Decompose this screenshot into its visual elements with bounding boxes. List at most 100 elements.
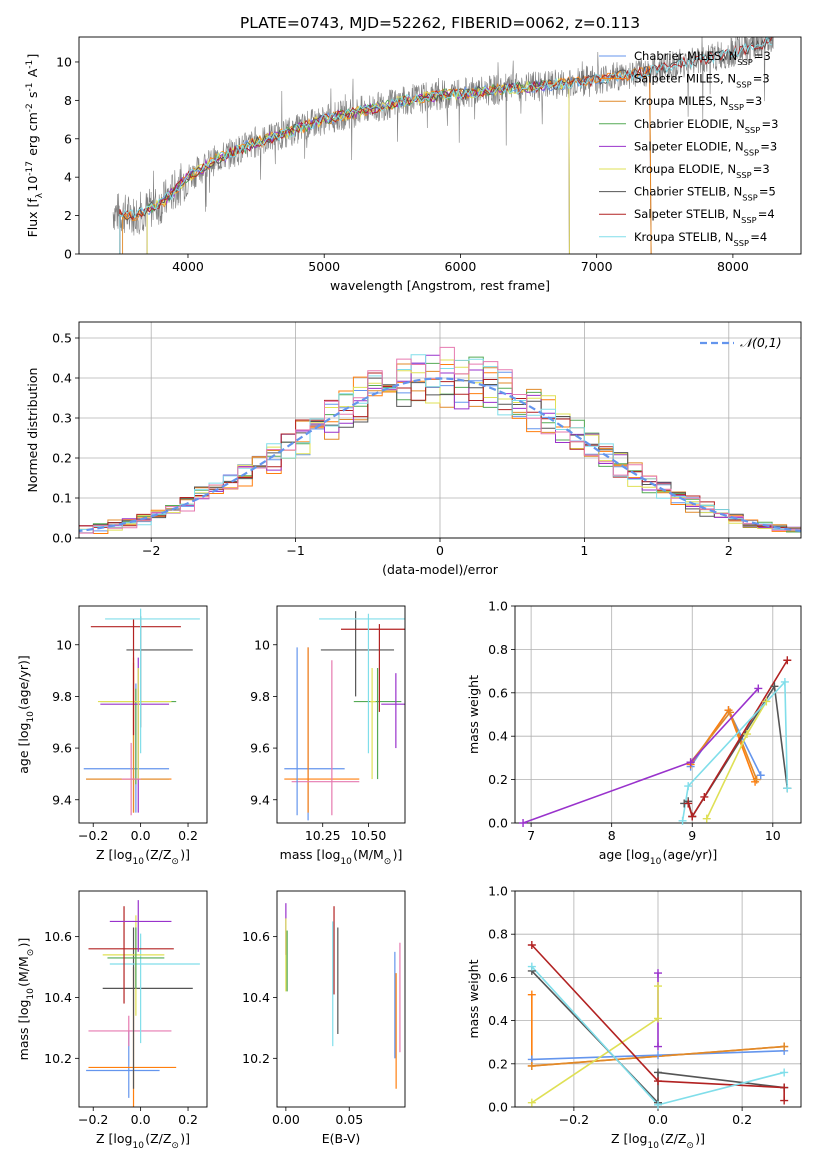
- y-axis-label: mass weight: [466, 675, 481, 754]
- x-axis-label: wavelength [Angstrom, rest frame]: [330, 278, 550, 293]
- figure-title: PLATE=0743, MJD=52262, FIBERID=0062, z=0…: [240, 14, 640, 32]
- y-tick-label: 2: [64, 208, 72, 223]
- y-tick-label: 9.8: [250, 689, 270, 704]
- panel-age_vs_mass: 10.25 10.50 9.4 9.6 9.8 10 mass [log10 (M/M⊙ )…: [250, 605, 406, 867]
- x-tick-label: −0.2: [78, 1112, 108, 1127]
- model-spectrum: [119, 66, 652, 254]
- legend-label: Kroupa MILES, NSSP =3: [634, 94, 762, 112]
- y-tick-label: 0.0: [52, 531, 72, 546]
- x-tick-label: 0: [436, 543, 444, 558]
- x-tick-label: 4000: [172, 259, 204, 274]
- y-tick-label: 9.4: [250, 792, 270, 807]
- x-axis-label: Z [log10 (Z/Z⊙ )]: [96, 847, 190, 867]
- y-tick-label: 0.0: [488, 816, 508, 831]
- model-spectrum: [119, 37, 773, 254]
- y-tick-label: 0.2: [488, 1056, 508, 1071]
- x-tick-label: −2: [142, 543, 160, 558]
- weight-point: [654, 1077, 662, 1086]
- weight-point: [783, 784, 792, 793]
- y-tick-label: 9.8: [52, 689, 72, 704]
- weight-point: [684, 782, 693, 791]
- y-tick-label: 10: [56, 637, 72, 652]
- weight-point: [654, 1051, 662, 1060]
- x-axis-label: (data-model)/error: [382, 562, 499, 577]
- weight-line: [687, 659, 788, 819]
- panel-age_vs_Z: −0.2 0.0 0.2 9.4 9.6 9.8 10 Z [log10 (Z/Z⊙ )] ag…: [16, 605, 208, 867]
- weight-point: [654, 1042, 662, 1051]
- x-tick-label: 6000: [445, 259, 477, 274]
- plot-area-mass_vs_ebv: [285, 903, 401, 1089]
- plot-area-age_vs_mass: [284, 611, 405, 821]
- y-tick-label: 6: [64, 131, 72, 146]
- weight-point: [743, 730, 752, 739]
- plot-area-residuals: [79, 346, 801, 537]
- y-axis-label: age [log10 (age/yr)]: [16, 655, 36, 774]
- x-tick-label: 0.0: [648, 1112, 668, 1127]
- x-tick-label: −1: [286, 543, 304, 558]
- legend-label: Chabrier ELODIE, NSSP =3: [634, 117, 778, 135]
- weight-point: [752, 775, 761, 784]
- panel-spectrum: 4000 5000 6000 7000 8000 0 2 4 6 8 10 wavelength [A…: [25, 36, 802, 293]
- y-tick-label: 9.4: [52, 792, 72, 807]
- y-tick-label: 0.2: [52, 451, 72, 466]
- model-spectrum: [119, 66, 652, 254]
- x-tick-label: 10.25: [305, 828, 341, 843]
- y-tick-label: 0.6: [488, 970, 508, 985]
- y-tick-label: 0.8: [488, 642, 508, 657]
- y-tick-label: 9.6: [52, 741, 72, 756]
- weight-point: [754, 684, 763, 693]
- y-tick-label: 9.6: [250, 741, 270, 756]
- panel-mass_vs_Z: −0.2 0.0 0.2 10.2 10.4 10.6 Z [log10 (Z/Z⊙ )] m…: [16, 890, 208, 1151]
- weight-point: [654, 969, 662, 978]
- weight-point: [780, 1096, 789, 1105]
- weight-line: [522, 687, 759, 823]
- weight-point: [770, 682, 779, 691]
- y-tick-label: 10.4: [242, 990, 270, 1005]
- panel-weight_vs_Z: −0.2 0.0 0.2 0.0 0.2 0.4 0.6 0.8 1.0 Z [log10 (Z/…: [466, 884, 802, 1151]
- weight-point: [527, 990, 536, 999]
- y-axis-label: mass weight: [466, 959, 481, 1038]
- x-tick-label: 10: [765, 828, 781, 843]
- y-tick-label: 0.4: [52, 371, 72, 386]
- legend-label: Salpeter ELODIE, NSSP =3: [634, 139, 777, 157]
- x-tick-label: 9: [688, 828, 696, 843]
- weight-point: [780, 1083, 789, 1092]
- plot-area-spectrum: [112, 37, 774, 254]
- weight-point: [527, 941, 536, 949]
- legend-label: 𝒩(0,1): [740, 335, 782, 350]
- x-tick-label: 0.2: [178, 1112, 198, 1127]
- weight-point: [726, 708, 735, 717]
- plot-area-weight_vs_age: [522, 659, 789, 823]
- axes-frame: [514, 605, 802, 824]
- y-tick-label: 10.6: [44, 929, 72, 944]
- weight-point: [783, 656, 792, 665]
- axes-frame: [276, 890, 406, 1108]
- x-tick-label: 7000: [581, 259, 613, 274]
- x-tick-label: 0.0: [131, 1112, 151, 1127]
- x-tick-label: 8000: [717, 259, 749, 274]
- weight-point: [654, 1068, 662, 1077]
- legend-label: Chabrier MILES, NSSP =3: [634, 49, 771, 67]
- y-tick-label: 10: [254, 637, 270, 652]
- weight-point: [654, 1100, 662, 1109]
- x-tick-label: 0.05: [335, 1112, 363, 1127]
- weight-point: [527, 962, 536, 971]
- axes-frame: [78, 321, 802, 539]
- x-tick-label: 10.50: [351, 828, 387, 843]
- weight-point: [688, 812, 697, 821]
- y-tick-label: 0.2: [488, 772, 508, 787]
- weight-point: [519, 819, 528, 827]
- model-spectrum: [119, 37, 773, 254]
- y-axis-label: Flux [fλ 10-17 erg cm-2 s-1 A-1 ]: [25, 54, 45, 238]
- panel-weight_vs_age: 7 8 9 10 0.0 0.2 0.4 0.6 0.8 1.0 age [log10 (age/y…: [466, 599, 802, 867]
- y-tick-label: 0.4: [488, 729, 508, 744]
- residual-histogram: [79, 346, 801, 534]
- x-tick-label: −0.2: [78, 828, 108, 843]
- panel-residuals: −2 −1 0 1 2 0.0 0.1 0.2 0.3 0.4 0.5 (data-model)/er…: [25, 321, 802, 577]
- legend-label: Salpeter MILES, NSSP =3: [634, 72, 770, 90]
- y-tick-label: 1.0: [488, 599, 508, 614]
- y-tick-label: 0.5: [52, 331, 72, 346]
- axes-frame: [78, 36, 802, 255]
- x-tick-label: 0.0: [131, 828, 151, 843]
- x-axis-label: Z [log10 (Z/Z⊙ )]: [611, 1131, 705, 1151]
